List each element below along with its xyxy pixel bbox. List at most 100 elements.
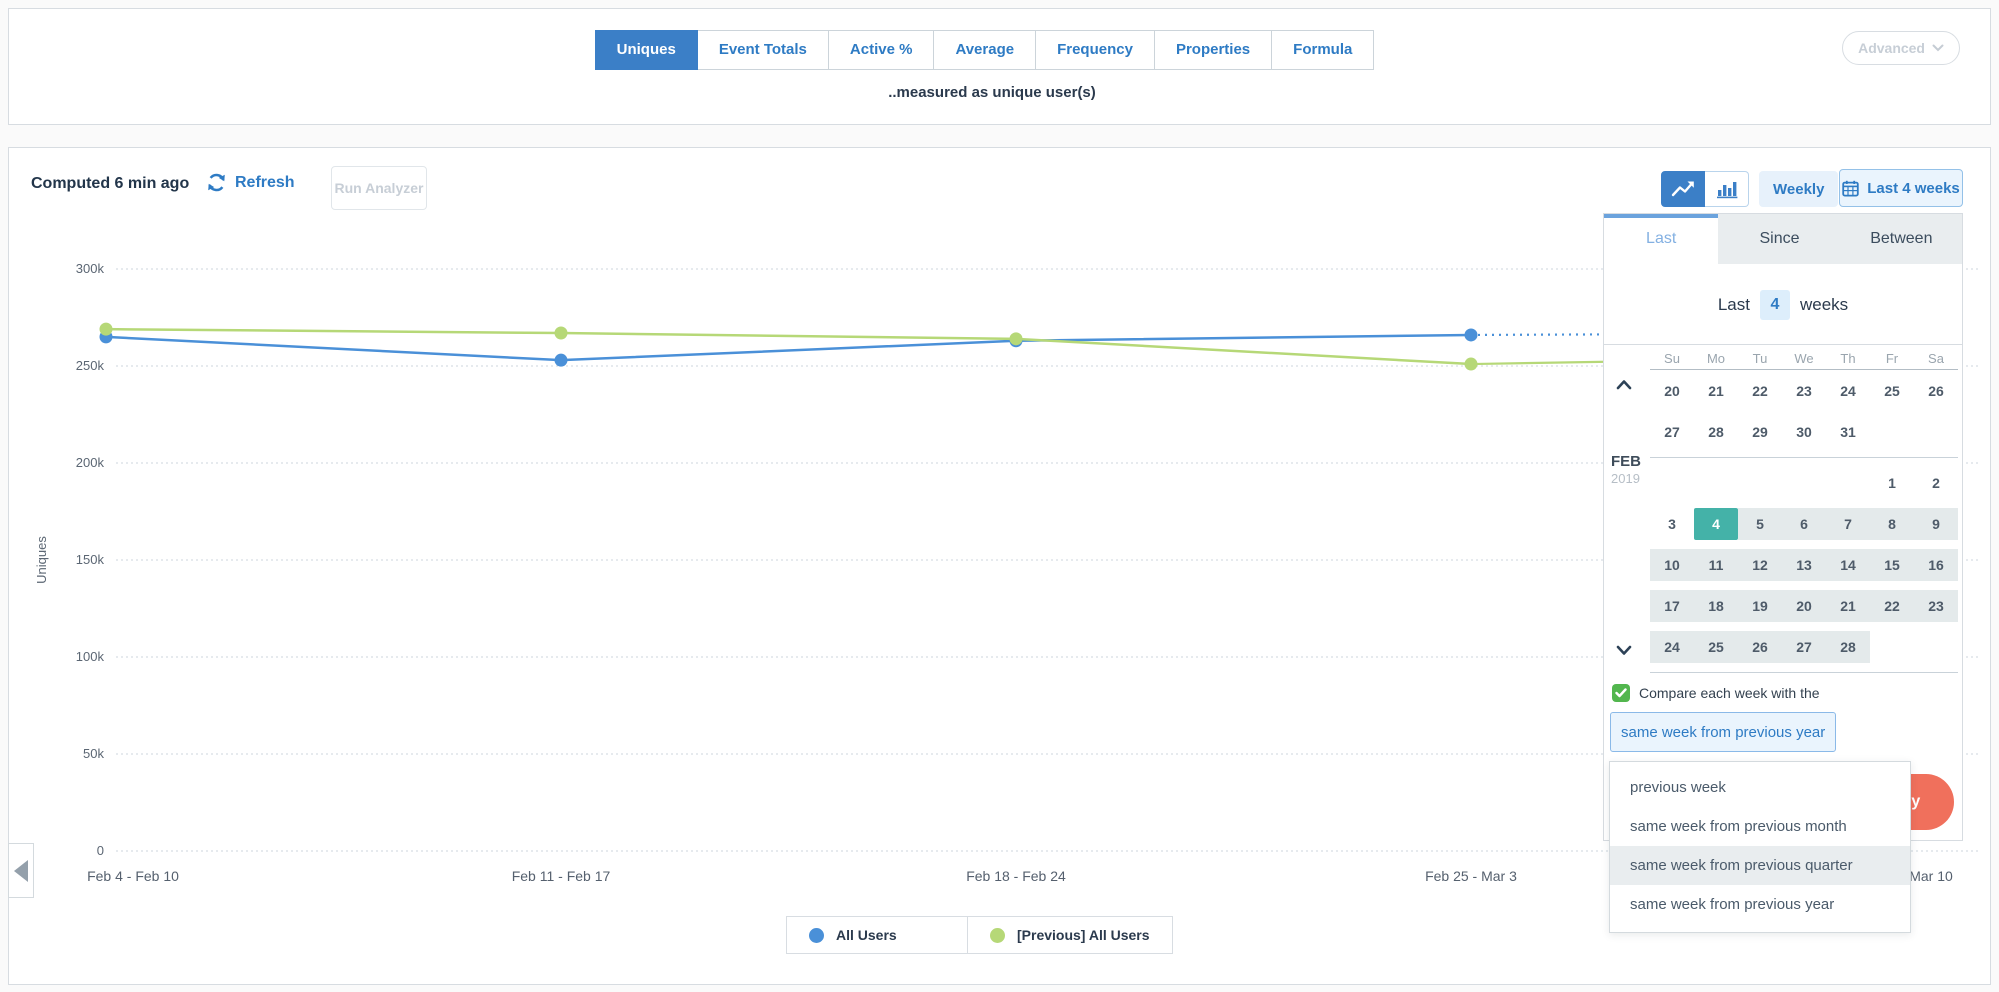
interval-button[interactable]: Weekly: [1759, 171, 1839, 207]
compare-option-previous-week[interactable]: previous week: [1630, 779, 1726, 796]
calendar-day-29[interactable]: 29: [1752, 424, 1768, 440]
data-point-previous-all-users[interactable]: [1464, 357, 1478, 371]
chevron-up-icon[interactable]: [1616, 379, 1632, 390]
calendar-day-19[interactable]: 19: [1738, 590, 1782, 622]
tab-properties[interactable]: Properties: [1153, 30, 1273, 70]
calendar-day-11[interactable]: 11: [1694, 549, 1738, 581]
calendar-day-21[interactable]: 21: [1826, 590, 1870, 622]
calendar-day-empty: [1738, 467, 1782, 499]
compare-label: Compare each week with the: [1639, 685, 1820, 701]
bar-chart-toggle[interactable]: [1705, 171, 1749, 207]
calendar-day-5[interactable]: 5: [1738, 508, 1782, 540]
tab-frequency[interactable]: Frequency: [1035, 30, 1155, 70]
compare-dropdown: previous week same week from previous mon…: [1609, 761, 1911, 933]
calendar-day-27[interactable]: 27: [1782, 631, 1826, 663]
calendar-day-24[interactable]: 24: [1650, 631, 1694, 663]
chevron-down-icon[interactable]: [1616, 645, 1632, 656]
metric-tabs: Uniques Event Totals Active % Average Freque…: [594, 30, 1375, 70]
calendar-day-14[interactable]: 14: [1826, 549, 1870, 581]
last-prefix: Last: [1717, 295, 1750, 314]
calendar-day-31[interactable]: 31: [1840, 424, 1856, 440]
tab-event-totals[interactable]: Event Totals: [696, 30, 829, 70]
calendar-day-23[interactable]: 23: [1796, 383, 1812, 399]
month-name: FEB: [1611, 453, 1641, 470]
calendar-day-12[interactable]: 12: [1738, 549, 1782, 581]
compare-option-same-week-from-previous-year[interactable]: same week from previous year: [1630, 896, 1835, 913]
last-suffix: weeks: [1799, 295, 1849, 314]
compare-checkbox[interactable]: [1612, 684, 1630, 702]
last-n-input[interactable]: [1759, 290, 1790, 320]
last-n-weeks-row: Last weeks: [1604, 290, 1962, 320]
compare-row: Compare each week with the: [1612, 684, 1820, 702]
y-tick-label: 200k: [76, 455, 105, 470]
calendar-day-20[interactable]: 20: [1782, 590, 1826, 622]
calendar-day-15[interactable]: 15: [1870, 549, 1914, 581]
run-analyzer-button[interactable]: Run Analyzer: [331, 166, 427, 210]
calendar-day-6[interactable]: 6: [1782, 508, 1826, 540]
legend-item-all-users[interactable]: All Users: [787, 917, 967, 953]
tab-average[interactable]: Average: [933, 30, 1037, 70]
tab-formula[interactable]: Formula: [1271, 30, 1375, 70]
data-point-previous-all-users[interactable]: [554, 326, 568, 340]
calendar-day-4[interactable]: 4: [1694, 508, 1738, 540]
calendar-day-28[interactable]: 28: [1708, 424, 1724, 440]
collapse-panel-button[interactable]: [8, 843, 34, 898]
computed-timestamp: Computed 6 min ago: [31, 175, 190, 192]
calendar-day-13[interactable]: 13: [1782, 549, 1826, 581]
calendar-day-28[interactable]: 28: [1826, 631, 1870, 663]
tab-between[interactable]: Between: [1840, 214, 1962, 264]
legend-dot-green: [990, 927, 1005, 943]
calendar-day-1[interactable]: 1: [1888, 475, 1896, 491]
calendar-day-2[interactable]: 2: [1932, 475, 1940, 491]
line-chart-toggle[interactable]: [1661, 171, 1705, 207]
calendar-day-21[interactable]: 21: [1708, 383, 1724, 399]
calendar-day-25[interactable]: 25: [1884, 383, 1900, 399]
calendar-day-17[interactable]: 17: [1650, 590, 1694, 622]
calendar-day-22[interactable]: 22: [1870, 590, 1914, 622]
bar-chart-icon: [1716, 182, 1737, 199]
data-point-previous-all-users[interactable]: [99, 322, 113, 336]
calendar-day-23[interactable]: 23: [1914, 590, 1958, 622]
tab-active[interactable]: Active %: [827, 30, 935, 70]
calendar-day-27[interactable]: 27: [1664, 424, 1680, 440]
legend-label: All Users: [836, 927, 897, 943]
calendar-day-18[interactable]: 18: [1694, 590, 1738, 622]
calendar-week-row: 27 28 29 30 31: [1650, 416, 1962, 448]
calendar-day-10[interactable]: 10: [1650, 549, 1694, 581]
chevron-down-icon: [1932, 44, 1944, 52]
series-line-previous-all-users: [105, 327, 1472, 366]
refresh-button[interactable]: Refresh: [206, 172, 295, 193]
tab-uniques[interactable]: Uniques: [594, 30, 698, 70]
calendar-day-9[interactable]: 9: [1914, 508, 1958, 540]
x-tick-label: Feb 18 - Feb 24: [966, 868, 1066, 884]
data-point-previous-all-users[interactable]: [1009, 332, 1023, 346]
calendar-day-16[interactable]: 16: [1914, 549, 1958, 581]
tab-last[interactable]: Last: [1604, 214, 1719, 264]
data-point-all-users[interactable]: [1464, 328, 1478, 342]
calendar: FEB 2019 Su Mo Tu We Th Fr Sa 20 21 22 23 24 25 26 27…: [1604, 344, 1962, 674]
compare-option-same-week-from-previous-quarter[interactable]: same week from previous quarter: [1610, 846, 1910, 885]
legend-item-previous-all-users[interactable]: [Previous] All Users: [967, 917, 1172, 953]
calendar-day-7[interactable]: 7: [1826, 508, 1870, 540]
calendar-day-25[interactable]: 25: [1694, 631, 1738, 663]
day-header-th: Th: [1840, 351, 1856, 366]
calendar-day-20[interactable]: 20: [1664, 383, 1680, 399]
line-chart: 300k 250k 200k 150k 100k 50k 0 Uniques Feb 4 -…: [34, 261, 1981, 884]
date-range-button[interactable]: Last 4 weeks: [1839, 169, 1963, 207]
calendar-day-22[interactable]: 22: [1752, 383, 1768, 399]
compare-option-same-week-from-previous-month[interactable]: same week from previous month: [1630, 818, 1847, 835]
day-header-we: We: [1794, 351, 1814, 366]
advanced-button[interactable]: Advanced: [1842, 31, 1960, 65]
metric-selector-card: Uniques Event Totals Active % Average Freque…: [8, 8, 1991, 125]
calendar-header-rule: [1650, 369, 1958, 370]
tab-since[interactable]: Since: [1718, 214, 1841, 264]
calendar-day-26[interactable]: 26: [1928, 383, 1944, 399]
calendar-day-24[interactable]: 24: [1840, 383, 1856, 399]
calendar-day-26[interactable]: 26: [1738, 631, 1782, 663]
compare-select[interactable]: same week from previous year: [1610, 712, 1836, 752]
calendar-day-3[interactable]: 3: [1668, 516, 1676, 532]
calendar-day-8[interactable]: 8: [1870, 508, 1914, 540]
data-point-all-users[interactable]: [554, 353, 568, 367]
calendar-day-30[interactable]: 30: [1796, 424, 1812, 440]
